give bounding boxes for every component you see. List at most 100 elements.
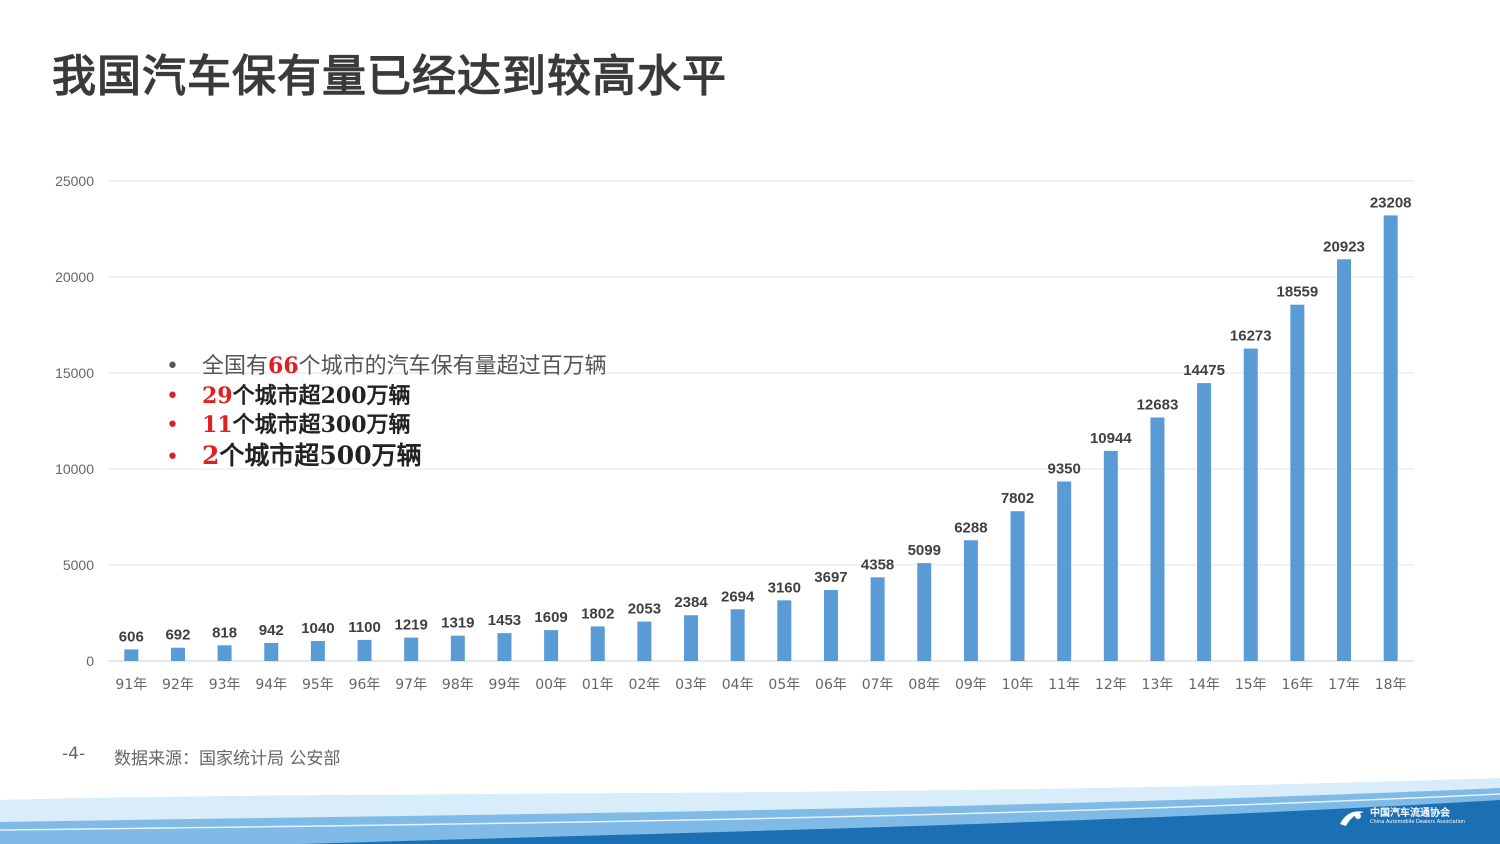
x-tick-label: 07年 xyxy=(862,677,894,693)
data-label: 3697 xyxy=(814,569,847,586)
bullet-item: • 29个城市超200万辆 xyxy=(166,382,607,412)
bullet-item: • 2个城市超500万辆 xyxy=(166,441,607,473)
bar xyxy=(1197,383,1212,661)
bullet-dot-icon: • xyxy=(166,354,179,379)
data-label: 12683 xyxy=(1137,396,1179,413)
x-tick-label: 04年 xyxy=(722,677,754,693)
bar xyxy=(590,626,605,661)
data-label: 1319 xyxy=(441,615,474,632)
bar xyxy=(404,637,419,661)
bar xyxy=(1383,215,1398,661)
x-tick-label: 00年 xyxy=(535,677,567,693)
x-tick-label: 18年 xyxy=(1375,677,1407,693)
bar xyxy=(170,647,185,661)
footer-wave xyxy=(0,778,1500,844)
wave-dark xyxy=(300,800,1500,844)
bar xyxy=(870,577,885,661)
bar xyxy=(450,635,465,661)
bar xyxy=(637,621,652,661)
data-label: 6288 xyxy=(954,519,987,536)
bar xyxy=(124,649,139,661)
y-tick-label: 25000 xyxy=(55,173,94,189)
data-label: 5099 xyxy=(908,542,941,559)
bullet-text: 个城市超300万辆 xyxy=(232,412,411,438)
bar xyxy=(310,641,325,661)
x-tick-label: 13年 xyxy=(1142,677,1174,693)
x-tick-label: 01年 xyxy=(582,677,614,693)
bullet-item: • 全国有66个城市的汽车保有量超过百万辆 xyxy=(166,352,607,382)
x-tick-label: 12年 xyxy=(1095,677,1127,693)
association-logo: 中国汽车流通协会 China Automobile Dealers Associ… xyxy=(1338,806,1465,830)
data-label: 16273 xyxy=(1230,328,1272,345)
y-tick-label: 5000 xyxy=(63,557,94,573)
data-label: 2694 xyxy=(721,588,755,605)
bullet-highlight: 29 xyxy=(202,382,233,409)
data-source: 数据来源：国家统计局 公安部 xyxy=(114,749,341,769)
bullet-text: 个城市的汽车保有量超过百万辆 xyxy=(298,354,607,379)
data-label: 2384 xyxy=(674,594,708,611)
bullet-dot-icon: • xyxy=(166,383,179,409)
bullet-text: 个城市超500万辆 xyxy=(219,440,422,470)
x-tick-label: 08年 xyxy=(908,677,940,693)
bar xyxy=(730,609,745,661)
bullet-prefix: 全国有 xyxy=(202,354,269,379)
bar xyxy=(963,540,978,661)
bar xyxy=(684,615,699,661)
data-label: 1040 xyxy=(301,620,334,637)
data-label: 9350 xyxy=(1047,460,1080,477)
data-label: 7802 xyxy=(1001,490,1034,507)
bar xyxy=(497,633,512,661)
data-label: 4358 xyxy=(861,556,894,573)
bullet-text: 个城市超200万辆 xyxy=(232,382,411,409)
logo-emblem-icon xyxy=(1340,811,1364,826)
bullet-dot-icon: • xyxy=(166,413,179,438)
data-label: 1100 xyxy=(348,619,381,636)
x-tick-label: 93年 xyxy=(209,677,241,693)
x-tick-label: 03年 xyxy=(675,677,707,693)
x-tick-label: 96年 xyxy=(349,677,381,693)
x-tick-label: 17年 xyxy=(1328,677,1360,693)
x-tick-label: 02年 xyxy=(628,677,660,693)
x-tick-label: 14年 xyxy=(1188,677,1220,693)
x-tick-label: 98年 xyxy=(442,677,474,693)
x-tick-label: 09年 xyxy=(955,677,987,693)
bar xyxy=(1243,348,1258,661)
page-title: 我国汽车保有量已经达到较高水平 xyxy=(52,51,727,102)
data-label: 14475 xyxy=(1183,362,1225,379)
bar xyxy=(823,590,838,661)
x-tick-label: 16年 xyxy=(1281,677,1313,693)
bar xyxy=(544,630,559,661)
data-label: 20923 xyxy=(1323,238,1365,255)
data-label: 18559 xyxy=(1277,284,1319,301)
bar xyxy=(1337,259,1352,661)
bar xyxy=(217,645,232,661)
wave-line xyxy=(0,793,1500,831)
y-tick-label: 15000 xyxy=(55,365,94,381)
data-label: 818 xyxy=(212,624,237,641)
logo-name-cn: 中国汽车流通协会 xyxy=(1370,808,1450,819)
bar xyxy=(917,563,932,661)
y-tick-label: 20000 xyxy=(55,269,94,285)
bullet-highlight: 2 xyxy=(202,440,220,470)
x-tick-label: 97年 xyxy=(395,677,427,693)
bar xyxy=(1103,450,1118,661)
x-tick-label: 05年 xyxy=(768,677,800,693)
bar xyxy=(1150,417,1165,661)
data-label: 3160 xyxy=(768,579,801,596)
page-number: -4- xyxy=(62,744,86,764)
bar xyxy=(1290,304,1305,661)
x-tick-label: 91年 xyxy=(115,677,147,693)
data-label: 692 xyxy=(165,627,190,644)
bullet-item: • 11个城市超300万辆 xyxy=(166,411,607,441)
x-tick-label: 99年 xyxy=(489,677,521,693)
bullet-highlight: 66 xyxy=(268,353,299,379)
data-label: 1219 xyxy=(394,617,427,634)
bullet-highlight: 11 xyxy=(202,412,233,438)
data-label: 606 xyxy=(119,628,144,645)
data-label: 23208 xyxy=(1370,194,1412,211)
bar-chart: 0 5000 10000 15000 20000 25000 606 91年 692 92年 818… xyxy=(55,173,1414,693)
x-tick-label: 10年 xyxy=(1002,677,1034,693)
y-tick-label: 0 xyxy=(86,653,94,669)
x-tick-label: 94年 xyxy=(255,677,287,693)
x-tick-label: 11年 xyxy=(1048,677,1080,693)
